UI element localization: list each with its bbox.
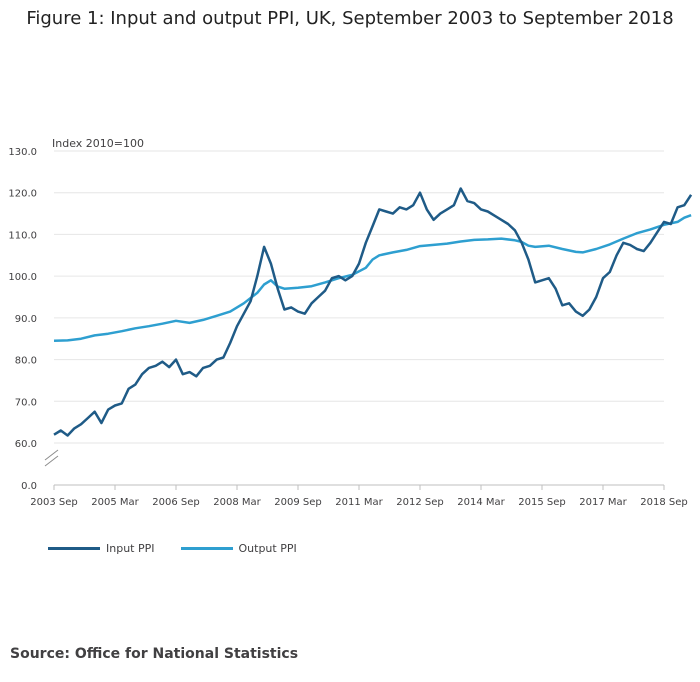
- y-axis: 0.0 60.0 70.0 80.0 90.0 100.0 110.0 120.0 130.0: [8, 147, 37, 492]
- x-tick-label: 2012 Sep: [396, 497, 443, 508]
- y-tick-label: 130.0: [8, 147, 37, 158]
- legend-label-input: Input PPI: [106, 542, 155, 555]
- y-tick-label: 110.0: [8, 230, 37, 241]
- legend-swatch-output: [180, 547, 233, 550]
- x-tick-label: 2003 Sep: [30, 497, 77, 508]
- series-line-input-ppi: [53, 187, 693, 437]
- x-tick-label: 2005 Mar: [91, 497, 139, 508]
- legend-item-output: Output PPI: [180, 542, 297, 555]
- x-tick-label: 2008 Mar: [213, 497, 261, 508]
- x-tick-label: 2009 Sep: [274, 497, 321, 508]
- axis-break-mark: [44, 455, 59, 467]
- x-tick-label: 2006 Sep: [152, 497, 199, 508]
- x-axis: 2003 Sep 2005 Mar 2006 Sep 2008 Mar 2009 Sep…: [30, 485, 688, 508]
- legend-item-input: Input PPI: [48, 542, 155, 555]
- axis-break-icon: [44, 449, 59, 467]
- x-tick-label: 2017 Mar: [579, 497, 627, 508]
- y-tick-label: 0.0: [21, 481, 37, 492]
- gridlines: [54, 150, 664, 486]
- x-tick-label: 2011 Mar: [335, 497, 383, 508]
- y-tick-label: 80.0: [15, 356, 37, 367]
- series-line-output-ppi: [53, 214, 692, 343]
- y-axis-label: Index 2010=100: [52, 137, 144, 150]
- y-tick-label: 100.0: [8, 272, 37, 283]
- y-tick-label: 90.0: [15, 314, 37, 325]
- series-lines: [53, 187, 693, 437]
- y-tick-label: 60.0: [15, 439, 37, 450]
- x-tick-label: 2018 Sep: [640, 497, 687, 508]
- y-tick-label: 70.0: [15, 397, 37, 408]
- x-tick-label: 2015 Sep: [518, 497, 565, 508]
- y-tick-label: 120.0: [8, 189, 37, 200]
- legend-swatch-input: [48, 547, 100, 550]
- chart-title: Figure 1: Input and output PPI, UK, Sept…: [26, 8, 674, 29]
- axis-break-mark: [44, 449, 59, 461]
- x-tick-label: 2014 Mar: [457, 497, 505, 508]
- axis-break-gap: [44, 453, 58, 465]
- legend: Input PPI Output PPI: [48, 542, 323, 555]
- source-note: Source: Office for National Statistics: [10, 646, 299, 662]
- legend-label-output: Output PPI: [238, 542, 297, 555]
